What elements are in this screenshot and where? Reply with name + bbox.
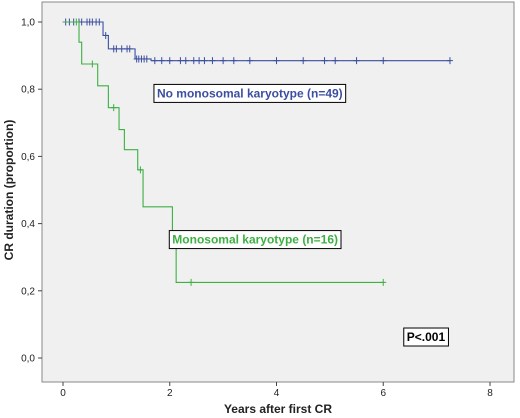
censor-mark bbox=[201, 57, 208, 65]
annotation-label: Monosomal karyotype (n=16) bbox=[172, 233, 338, 247]
x-tick-label: 8 bbox=[487, 388, 493, 399]
censor-mark bbox=[110, 104, 117, 112]
annotation-box: P<.001 bbox=[403, 327, 449, 347]
survival-curve bbox=[63, 21, 384, 283]
censor-mark bbox=[118, 45, 125, 53]
censor-mark bbox=[190, 57, 197, 65]
censor-mark bbox=[209, 57, 216, 65]
censor-mark bbox=[182, 57, 189, 65]
censor-mark bbox=[300, 57, 307, 65]
y-tick-label: 0,8 bbox=[21, 85, 35, 96]
censor-mark bbox=[96, 18, 103, 26]
censor-mark bbox=[143, 55, 150, 63]
censor-mark bbox=[321, 57, 328, 65]
annotation-box: No monosomal karyotype (n=49) bbox=[153, 83, 347, 103]
censor-mark bbox=[89, 60, 96, 68]
annotation-label: No monosomal karyotype (n=49) bbox=[157, 86, 343, 100]
censor-mark bbox=[188, 278, 195, 286]
censor-mark bbox=[380, 57, 387, 65]
censor-mark bbox=[102, 31, 109, 39]
censor-mark bbox=[446, 57, 453, 65]
y-tick-label: 1,0 bbox=[21, 18, 35, 29]
annotation-box: Monosomal karyotype (n=16) bbox=[168, 230, 342, 250]
y-tick-label: 0,2 bbox=[21, 286, 35, 297]
censor-mark bbox=[332, 57, 339, 65]
x-tick-label: 6 bbox=[380, 388, 386, 399]
annotations: No monosomal karyotype (n=49) Monosomal k… bbox=[153, 83, 449, 347]
series-no-monosomal bbox=[62, 18, 453, 65]
annotation-frame bbox=[403, 327, 449, 347]
censor-mark bbox=[73, 18, 80, 26]
series-layer bbox=[62, 18, 453, 286]
censor-mark bbox=[246, 57, 253, 65]
censor-mark bbox=[113, 45, 120, 53]
axes: 0 2 4 6 8 0,0 0,2 0,4 0,6 0,8 1,0 bbox=[21, 18, 493, 400]
censor-mark bbox=[177, 57, 184, 65]
x-axis-title: Years after first CR bbox=[224, 402, 332, 416]
annotation-frame bbox=[168, 230, 342, 250]
censor-mark bbox=[151, 57, 158, 65]
annotation-label: P<.001 bbox=[407, 330, 446, 344]
y-axis-title: CR duration (proportion) bbox=[2, 120, 16, 261]
censor-mark bbox=[230, 57, 237, 65]
x-tick-label: 0 bbox=[60, 388, 66, 399]
y-tick-label: 0,0 bbox=[21, 354, 35, 365]
censor-mark bbox=[380, 278, 387, 286]
censor-mark bbox=[137, 166, 144, 174]
censor-mark bbox=[158, 57, 165, 65]
censor-mark bbox=[126, 45, 133, 53]
y-tick-label: 0,6 bbox=[21, 152, 35, 163]
annotation-frame bbox=[153, 83, 347, 103]
x-tick-label: 2 bbox=[167, 388, 173, 399]
y-tick-label: 0,4 bbox=[21, 219, 35, 230]
censor-mark bbox=[196, 57, 203, 65]
series-monosomal bbox=[63, 18, 387, 286]
censor-mark bbox=[353, 57, 360, 65]
x-tick-label: 4 bbox=[274, 388, 280, 399]
censor-mark bbox=[273, 57, 280, 65]
censor-mark bbox=[166, 57, 173, 65]
censor-mark bbox=[78, 18, 85, 26]
censor-mark bbox=[220, 57, 227, 65]
plot-area bbox=[41, 1, 515, 383]
